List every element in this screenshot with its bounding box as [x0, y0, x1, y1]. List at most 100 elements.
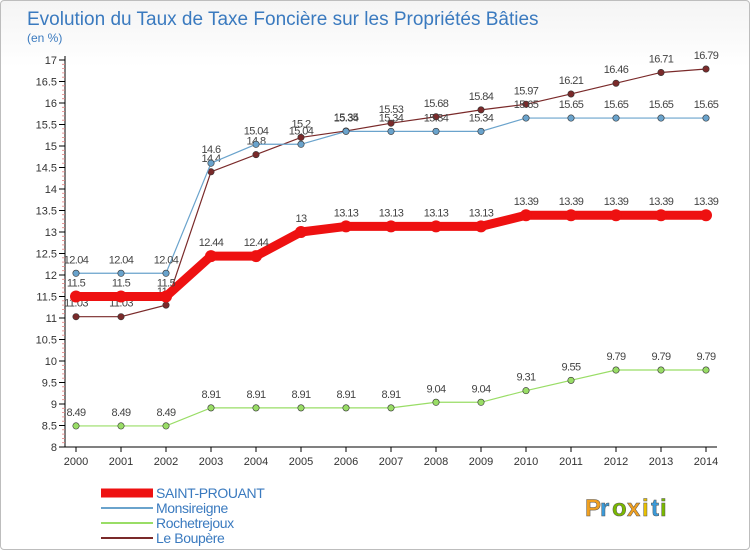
brand-letter: i — [660, 495, 667, 522]
data-label: 8.91 — [381, 389, 400, 401]
data-point — [520, 209, 532, 222]
data-point — [342, 127, 350, 135]
data-point — [655, 209, 667, 222]
data-point — [522, 387, 530, 395]
y-tick-label: 10.5 — [36, 335, 57, 347]
data-label: 9.31 — [516, 372, 535, 384]
data-label: 12.44 — [199, 237, 224, 249]
x-tick-label: 2004 — [244, 456, 268, 468]
data-label: 13.39 — [604, 196, 629, 208]
x-tick-label: 2012 — [604, 456, 628, 468]
data-point — [342, 404, 350, 412]
data-label: 9.79 — [606, 351, 625, 363]
data-label: 16.71 — [649, 53, 674, 65]
data-point — [430, 220, 442, 233]
series-rochetrejoux: 8.49 8.49 8.49 8.91 8.91 8.91 8.91 8.91 9.04 9.04… — [66, 351, 717, 430]
x-tick-label: 2006 — [334, 456, 358, 468]
brand-letter: o — [612, 495, 627, 522]
y-tick-label: 16.5 — [36, 77, 57, 89]
y-tick-label: 13 — [45, 227, 57, 239]
data-point — [295, 226, 307, 238]
data-point — [250, 250, 262, 263]
data-label: 12.04 — [64, 254, 89, 266]
data-point — [72, 269, 80, 277]
data-label: 8.49 — [156, 407, 175, 419]
x-tick-label: 2007 — [379, 456, 403, 468]
data-label: 15.65 — [604, 99, 629, 111]
y-tick-label: 8.5 — [42, 421, 57, 433]
data-label: 15.53 — [379, 104, 404, 116]
data-point — [700, 209, 712, 222]
data-label: 15.04 — [289, 125, 314, 137]
series-le-boup-re: 11.0311.0311.314.414.815.215.3515.5315.6… — [64, 50, 719, 321]
data-point — [297, 133, 305, 141]
brand-letter: t — [651, 495, 659, 522]
data-label: 16.46 — [604, 64, 629, 76]
proxiti-logo: Pr o x i t i — [585, 495, 667, 523]
y-axis-label: (en %) — [27, 31, 62, 45]
y-tick-label: 9.5 — [42, 378, 57, 390]
data-point — [702, 366, 710, 374]
data-point — [162, 422, 170, 430]
data-point — [567, 90, 575, 98]
data-label: 15.68 — [424, 98, 449, 110]
x-tick-label: 2008 — [424, 456, 448, 468]
data-point — [207, 159, 215, 167]
data-label: 16.21 — [559, 75, 584, 87]
data-label: 8.91 — [336, 389, 355, 401]
data-label: 13.13 — [469, 207, 494, 219]
data-point — [162, 269, 170, 277]
data-label: 8.49 — [111, 407, 130, 419]
brand-letter: x — [627, 495, 641, 522]
data-label: 12.04 — [109, 254, 134, 266]
data-label: 8.91 — [291, 389, 310, 401]
legend-label: SAINT-PROUANT — [156, 485, 265, 501]
legend-label: Monsireigne — [156, 500, 228, 516]
data-label: 15.65 — [514, 99, 539, 111]
data-label: 15.34 — [334, 112, 359, 124]
y-tick-label: 10 — [45, 356, 57, 368]
y-tick-label: 14.5 — [36, 163, 57, 175]
data-label: 15.84 — [469, 91, 494, 103]
data-label: 9.55 — [561, 361, 580, 373]
data-point — [612, 114, 620, 122]
data-label: 11.5 — [157, 278, 176, 290]
x-tick-label: 2002 — [154, 456, 178, 468]
data-point — [432, 398, 440, 406]
data-label: 15.34 — [424, 112, 449, 124]
data-label: 8.49 — [66, 407, 85, 419]
data-point — [612, 366, 620, 374]
data-point — [432, 113, 440, 121]
data-label: 15.2 — [291, 118, 310, 130]
data-label: 15.04 — [244, 125, 269, 137]
chart-title: Evolution du Taux de Taxe Foncière sur l… — [27, 9, 539, 30]
y-tick-label: 11.5 — [36, 292, 57, 304]
data-label: 12.04 — [154, 254, 179, 266]
data-point — [252, 151, 260, 159]
data-point — [162, 301, 170, 309]
data-label: 15.97 — [514, 85, 539, 97]
y-tick-label: 15.5 — [36, 120, 57, 132]
x-tick-label: 2010 — [514, 456, 538, 468]
data-point — [522, 114, 530, 122]
data-label: 14.4 — [201, 153, 220, 165]
data-point — [297, 140, 305, 148]
data-label: 15.34 — [469, 112, 494, 124]
brand-letter: P — [585, 495, 601, 522]
data-label: 8.91 — [201, 389, 220, 401]
data-point — [117, 269, 125, 277]
data-point — [207, 404, 215, 412]
y-tick-label: 17 — [45, 55, 57, 67]
data-label: 15.65 — [694, 99, 719, 111]
data-label: 15.34 — [379, 112, 404, 124]
data-label: 13.13 — [424, 207, 449, 219]
data-label: 9.79 — [696, 351, 715, 363]
data-label: 13.39 — [559, 196, 584, 208]
data-point — [610, 209, 622, 222]
series-layer: 11.0311.0311.314.414.815.215.3515.5315.6… — [64, 50, 719, 430]
data-point — [477, 127, 485, 135]
data-point — [385, 220, 397, 233]
